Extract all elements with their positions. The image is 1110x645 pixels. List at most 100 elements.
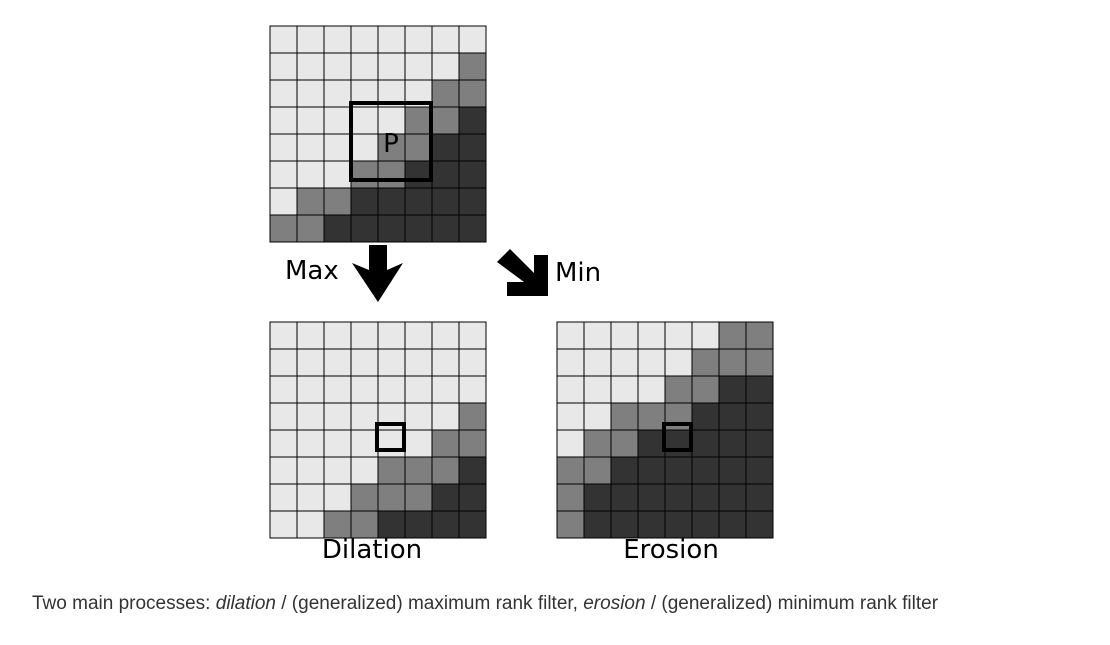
input-cell	[377, 160, 406, 189]
erosion-cell	[718, 510, 747, 539]
input-cell	[377, 52, 406, 81]
erosion-cell	[691, 348, 720, 377]
input-cell	[269, 52, 298, 81]
min-label: Min	[555, 258, 601, 288]
input-cell	[269, 160, 298, 189]
dilation-cell	[350, 429, 379, 458]
dilation-cell	[377, 483, 406, 512]
dilation-cell	[296, 510, 325, 539]
max-arrow-icon	[352, 245, 403, 302]
erosion-cell	[583, 348, 612, 377]
dilation-cell	[323, 402, 352, 431]
input-cell	[458, 79, 487, 108]
input-cell	[377, 25, 406, 54]
erosion-cell	[664, 483, 693, 512]
input-cell	[350, 187, 379, 216]
dilation-cell	[296, 456, 325, 485]
input-cell	[296, 187, 325, 216]
dilation-cell	[269, 456, 298, 485]
erosion-cell	[664, 510, 693, 539]
dilation-cell	[377, 510, 406, 539]
input-cell	[323, 106, 352, 135]
input-cell	[458, 187, 487, 216]
erosion-cell	[583, 375, 612, 404]
erosion-cell	[610, 375, 639, 404]
dilation-cell	[458, 375, 487, 404]
dilation-cell	[458, 510, 487, 539]
erosion-cell	[556, 375, 585, 404]
dilation-cell	[404, 375, 433, 404]
input-cell	[350, 25, 379, 54]
dilation-grid	[269, 321, 487, 539]
input-cell	[269, 133, 298, 162]
dilation-cell	[296, 348, 325, 377]
max-label: Max	[285, 256, 339, 286]
dilation-cell	[350, 348, 379, 377]
dilation-cell	[269, 402, 298, 431]
dilation-cell	[296, 402, 325, 431]
dilation-cell	[377, 348, 406, 377]
erosion-cell	[745, 510, 774, 539]
erosion-cell	[556, 429, 585, 458]
erosion-cell	[691, 429, 720, 458]
input-cell	[458, 52, 487, 81]
dilation-cell	[458, 402, 487, 431]
dilation-cell	[377, 321, 406, 350]
input-cell	[296, 79, 325, 108]
erosion-cell	[583, 483, 612, 512]
input-cell	[323, 25, 352, 54]
erosion-cell	[610, 429, 639, 458]
dilation-cell	[404, 429, 433, 458]
input-cell	[323, 214, 352, 243]
input-cell	[296, 106, 325, 135]
input-cell	[377, 214, 406, 243]
dilation-cell	[296, 375, 325, 404]
dilation-cell	[323, 510, 352, 539]
dilation-cell	[404, 402, 433, 431]
erosion-cell	[745, 375, 774, 404]
input-cell	[404, 25, 433, 54]
dilation-cell	[458, 429, 487, 458]
dilation-cell	[377, 429, 406, 458]
input-cell	[323, 160, 352, 189]
erosion-cell	[610, 402, 639, 431]
input-cell	[350, 214, 379, 243]
input-cell	[458, 133, 487, 162]
dilation-cell	[377, 456, 406, 485]
erosion-cell	[610, 321, 639, 350]
input-cell	[404, 52, 433, 81]
input-cell	[404, 133, 433, 162]
dilation-cell	[431, 483, 460, 512]
dilation-title: Dilation	[322, 535, 422, 565]
erosion-grid	[556, 321, 774, 539]
erosion-cell	[691, 456, 720, 485]
input-cell	[296, 52, 325, 81]
erosion-cell	[583, 429, 612, 458]
erosion-cell	[637, 321, 666, 350]
input-cell	[296, 25, 325, 54]
figure-caption: Two main processes: dilation / (generali…	[0, 593, 1110, 615]
input-cell	[323, 133, 352, 162]
dilation-cell	[269, 429, 298, 458]
dilation-cell	[323, 429, 352, 458]
erosion-cell	[664, 456, 693, 485]
dilation-cell	[431, 402, 460, 431]
input-cell	[431, 25, 460, 54]
erosion-cell	[637, 429, 666, 458]
erosion-cell	[745, 402, 774, 431]
input-grid: P	[269, 25, 487, 243]
dilation-cell	[269, 321, 298, 350]
caption-erosion-term: erosion	[583, 593, 646, 614]
input-cell	[458, 25, 487, 54]
erosion-cell	[583, 456, 612, 485]
dilation-cell	[404, 348, 433, 377]
min-arrow-icon	[497, 249, 548, 296]
center-pixel-label: P	[383, 129, 399, 159]
input-cell	[350, 133, 379, 162]
dilation-cell	[350, 402, 379, 431]
dilation-cell	[350, 456, 379, 485]
input-cell	[350, 106, 379, 135]
dilation-cell	[323, 375, 352, 404]
